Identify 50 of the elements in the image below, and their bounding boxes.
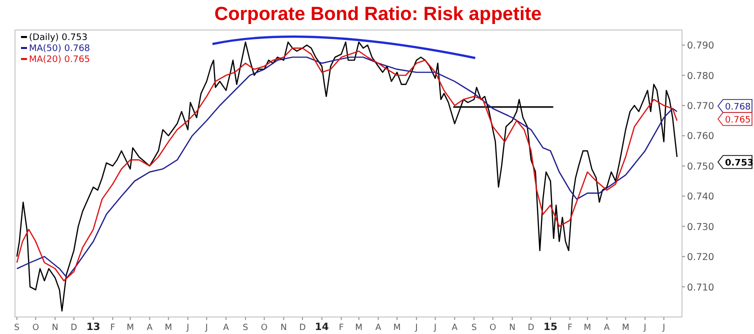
x-tick-label: A (375, 323, 382, 333)
y-tick-label: 0.790 (687, 40, 714, 52)
x-tick-label: M (584, 323, 592, 333)
x-tick-label: A (146, 323, 153, 333)
x-tick-label: S (14, 323, 20, 333)
x-tick-label: J (662, 323, 666, 333)
x-tick-label: J (204, 323, 208, 333)
x-tick-label: 13 (86, 322, 100, 333)
x-tick-label: J (414, 323, 418, 333)
x-tick-label: O (32, 323, 40, 333)
y-tick-label: 0.710 (687, 282, 714, 294)
text: 0.768 (725, 102, 752, 112)
x-tick-label: J (642, 323, 646, 333)
chart-title: Corporate Bond Ratio: Risk appetite (214, 4, 542, 25)
x-tick-label: D (299, 323, 306, 333)
x-tick-label: S (242, 323, 248, 333)
x-tick-label: M (393, 323, 401, 333)
x-tick-label: M (164, 323, 172, 333)
x-tick-label: A (452, 323, 458, 333)
x-tick-label: M (622, 323, 630, 333)
x-tick-label: M (126, 323, 134, 333)
y-tick-label: 0.780 (687, 70, 714, 82)
text: 0.765 (725, 116, 751, 126)
x-tick-label: N (509, 323, 516, 333)
x-tick-label: O (490, 323, 497, 333)
x-tick-label: A (223, 323, 230, 333)
x-tick-label: D (70, 323, 78, 333)
x-tick-label: S (471, 323, 477, 333)
x-tick-label: F (110, 323, 116, 333)
x-tick-label: M (355, 323, 363, 333)
x-tick-label: J (432, 323, 436, 333)
y-tick-label: 0.770 (687, 101, 714, 112)
x-tick-label: 15 (544, 322, 558, 333)
y-tick-label: 0.720 (687, 252, 714, 264)
y-tick-label: 0.750 (687, 161, 714, 172)
y-tick-label: 0.740 (687, 192, 714, 203)
x-tick-label: F (338, 323, 344, 333)
legend-label: MA(50) 0.768 (29, 44, 90, 54)
y-tick-label: 0.760 (687, 131, 714, 142)
x-tick-label: N (280, 323, 287, 333)
y-tick-label: 0.730 (687, 222, 714, 233)
x-tick-label: D (528, 323, 535, 333)
x-tick-label: A (604, 323, 610, 333)
x-tick-label: 14 (314, 322, 329, 333)
x-tick-label: N (52, 323, 58, 333)
x-tick-label: O (260, 323, 268, 333)
x-tick-label: J (186, 323, 190, 333)
legend-label: (Daily) 0.753 (29, 33, 88, 43)
legend-label: MA(20) 0.765 (29, 55, 90, 65)
x-tick-label: F (567, 323, 572, 333)
